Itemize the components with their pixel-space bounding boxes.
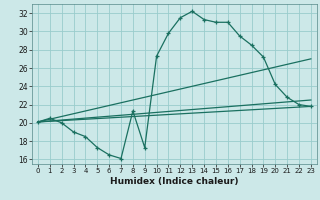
X-axis label: Humidex (Indice chaleur): Humidex (Indice chaleur) <box>110 177 239 186</box>
